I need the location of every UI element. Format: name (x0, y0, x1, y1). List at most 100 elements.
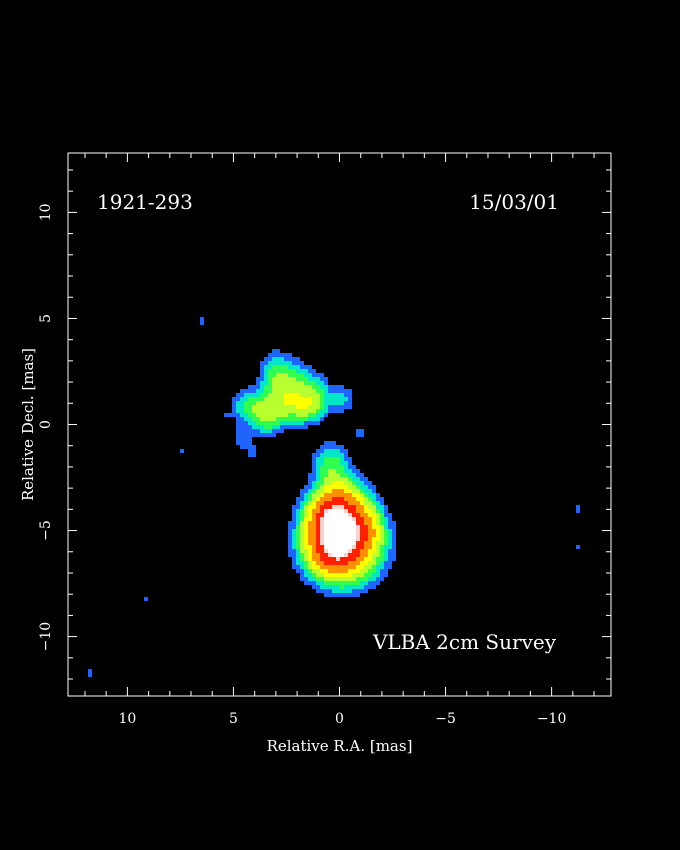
intensity-pixel (312, 569, 316, 573)
intensity-pixel (316, 505, 320, 509)
intensity-pixel (344, 513, 348, 517)
intensity-pixel (376, 493, 380, 497)
intensity-pixel (376, 525, 380, 529)
intensity-pixel (284, 353, 288, 357)
intensity-pixel (300, 529, 304, 533)
intensity-pixel (360, 513, 364, 517)
intensity-pixel (340, 497, 344, 501)
intensity-pixel (392, 529, 396, 533)
intensity-pixel (360, 557, 364, 561)
intensity-pixel (240, 405, 244, 409)
intensity-pixel (356, 549, 360, 553)
intensity-pixel (272, 353, 276, 357)
intensity-pixel (244, 397, 248, 401)
intensity-pixel (380, 529, 384, 533)
intensity-pixel (236, 417, 240, 421)
intensity-pixel (344, 573, 348, 577)
intensity-pixel (268, 373, 272, 377)
intensity-pixel (296, 401, 300, 405)
intensity-pixel (356, 481, 360, 485)
intensity-pixel (280, 401, 284, 405)
intensity-pixel (316, 533, 320, 537)
intensity-pixel (312, 525, 316, 529)
intensity-pixel (328, 541, 332, 545)
intensity-pixel (316, 377, 320, 381)
intensity-pixel (348, 473, 352, 477)
intensity-pixel (268, 405, 272, 409)
intensity-pixel (384, 553, 388, 557)
intensity-pixel (316, 413, 320, 417)
intensity-pixel (320, 585, 324, 589)
intensity-pixel (336, 465, 340, 469)
intensity-pixel (336, 469, 340, 473)
intensity-pixel (292, 545, 296, 549)
intensity-pixel (288, 397, 292, 401)
intensity-pixel (300, 525, 304, 529)
intensity-pixel (316, 553, 320, 557)
intensity-pixel (272, 385, 276, 389)
intensity-pixel (352, 505, 356, 509)
intensity-pixel (304, 533, 308, 537)
intensity-pixel (356, 553, 360, 557)
intensity-pixel (292, 533, 296, 537)
intensity-pixel (260, 413, 264, 417)
intensity-pixel (292, 541, 296, 545)
intensity-pixel (320, 541, 324, 545)
intensity-pixel (368, 501, 372, 505)
intensity-pixel (348, 509, 352, 513)
intensity-pixel (372, 577, 376, 581)
intensity-pixel (300, 405, 304, 409)
intensity-pixel (384, 521, 388, 525)
intensity-pixel (268, 425, 272, 429)
intensity-pixel (284, 417, 288, 421)
intensity-pixel (324, 497, 328, 501)
intensity-pixel (344, 529, 348, 533)
intensity-pixel (328, 589, 332, 593)
intensity-pixel (340, 573, 344, 577)
intensity-pixel (384, 541, 388, 545)
intensity-pixel (352, 485, 356, 489)
intensity-pixel (300, 381, 304, 385)
intensity-pixel (240, 401, 244, 405)
intensity-pixel (252, 425, 256, 429)
intensity-pixel (316, 581, 320, 585)
intensity-pixel (328, 577, 332, 581)
intensity-pixel (276, 413, 280, 417)
intensity-pixel (348, 577, 352, 581)
intensity-pixel (316, 421, 320, 425)
intensity-pixel (344, 485, 348, 489)
intensity-pixel (308, 393, 312, 397)
intensity-pixel (336, 553, 340, 557)
intensity-pixel (356, 429, 360, 433)
intensity-pixel (88, 673, 92, 677)
intensity-pixel (380, 533, 384, 537)
intensity-pixel (356, 541, 360, 545)
intensity-pixel (292, 505, 296, 509)
intensity-pixel (360, 525, 364, 529)
intensity-pixel (236, 441, 240, 445)
intensity-pixel (360, 541, 364, 545)
intensity-pixel (352, 477, 356, 481)
intensity-pixel (324, 409, 328, 413)
intensity-pixel (256, 405, 260, 409)
intensity-pixel (268, 385, 272, 389)
intensity-pixel (316, 537, 320, 541)
intensity-pixel (292, 513, 296, 517)
intensity-pixel (352, 521, 356, 525)
intensity-pixel (360, 505, 364, 509)
intensity-pixel (388, 537, 392, 541)
intensity-pixel (248, 441, 252, 445)
intensity-pixel (324, 453, 328, 457)
x-axis-label: Relative R.A. [mas] (267, 737, 413, 755)
intensity-pixel (328, 509, 332, 513)
intensity-pixel (340, 593, 344, 597)
intensity-pixel (312, 389, 316, 393)
intensity-pixel (352, 581, 356, 585)
intensity-pixel (272, 365, 276, 369)
intensity-pixel (328, 561, 332, 565)
intensity-pixel (304, 525, 308, 529)
intensity-pixel (312, 501, 316, 505)
intensity-pixel (392, 521, 396, 525)
intensity-pixel (332, 549, 336, 553)
intensity-pixel (332, 409, 336, 413)
